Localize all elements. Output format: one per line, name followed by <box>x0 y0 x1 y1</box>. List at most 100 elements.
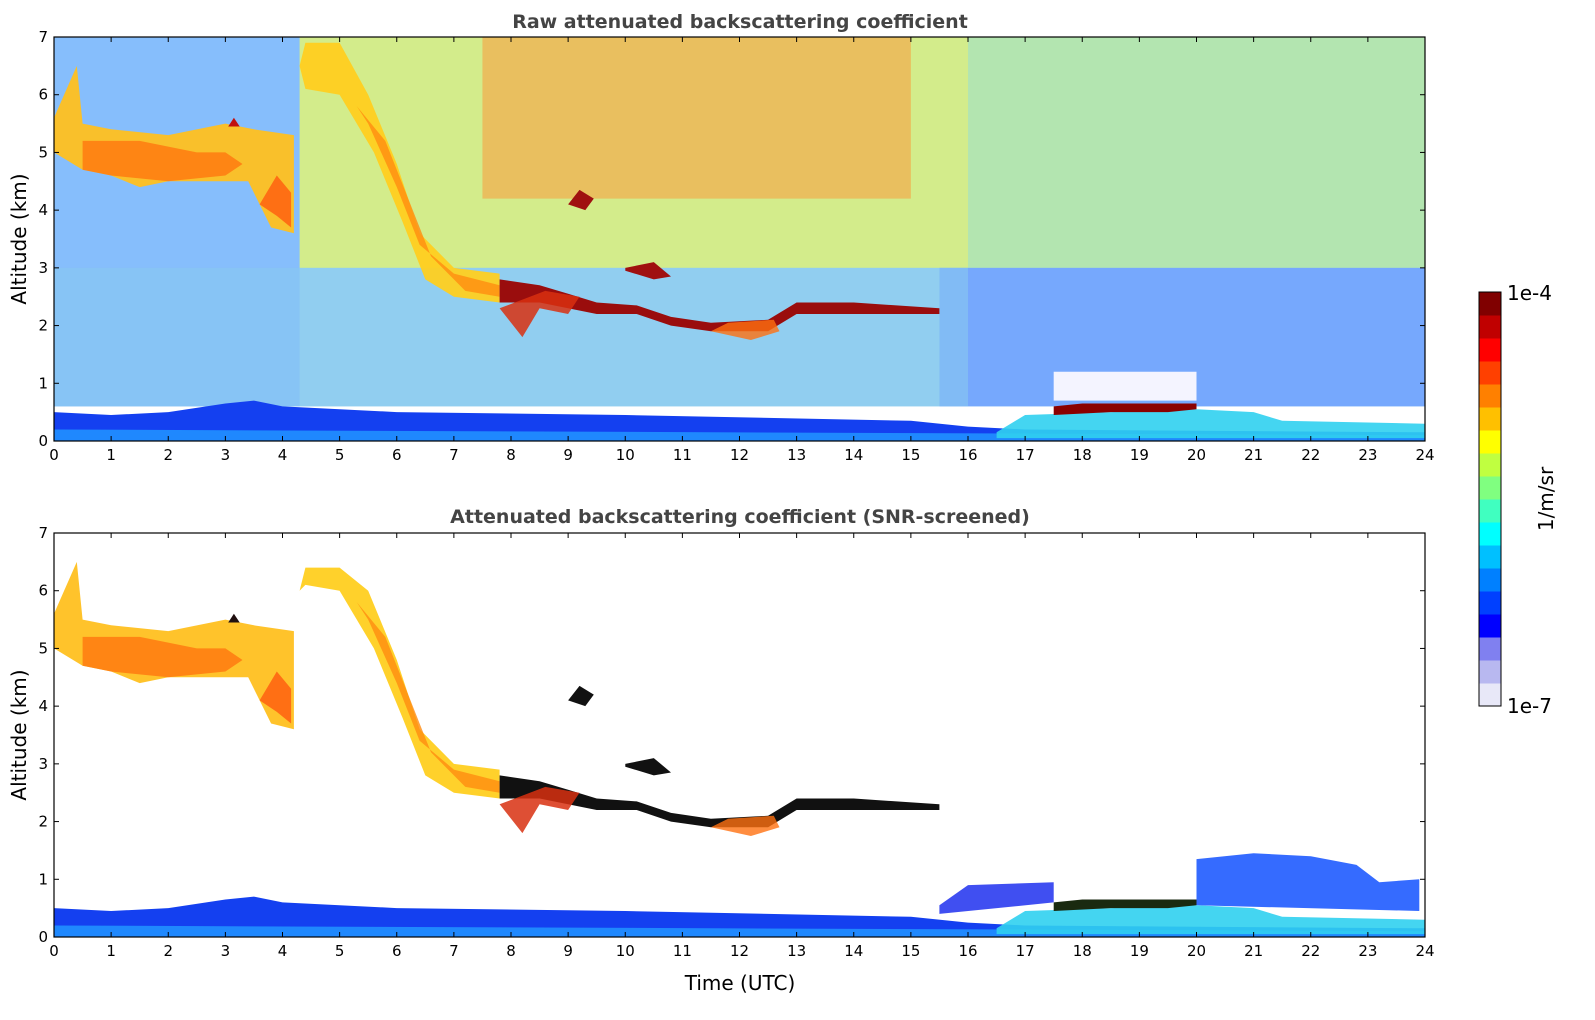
x-tick-label: 6 <box>392 942 402 960</box>
x-tick-label: 2 <box>163 446 173 464</box>
x-tick-label: 5 <box>335 942 345 960</box>
colorbar-segment <box>1479 568 1501 592</box>
colorbar-segment <box>1479 361 1501 385</box>
cloud-fragment-high <box>568 189 594 211</box>
screened-gap <box>1053 371 1197 401</box>
x-tick-label: 1 <box>106 446 116 464</box>
x-tick-label: 23 <box>1358 446 1377 464</box>
x-tick-label: 19 <box>1130 942 1149 960</box>
y-tick-label: 7 <box>38 28 48 46</box>
cloud-fragment-high <box>568 685 594 707</box>
x-tick-label: 23 <box>1358 942 1377 960</box>
x-tick-label: 14 <box>844 942 863 960</box>
y-tick-label: 1 <box>38 374 48 392</box>
cloud-fragment <box>625 262 671 280</box>
x-tick-label: 20 <box>1187 446 1206 464</box>
y-tick-label: 2 <box>38 813 48 831</box>
low-cloud <box>1053 403 1197 415</box>
y-tick-label: 6 <box>38 582 48 600</box>
y-tick-label: 0 <box>38 432 48 450</box>
colorbar-segment <box>1479 453 1501 477</box>
colorbar: 1e-4 1e-7 1/m/sr <box>1478 281 1558 718</box>
colorbar-segment <box>1479 660 1501 684</box>
y-tick-label: 5 <box>38 143 48 161</box>
mid-level-cloud-edge <box>710 815 780 836</box>
colorbar-segment <box>1479 384 1501 408</box>
top-y-ticks: 0 1 2 3 4 5 6 7 <box>38 28 1425 450</box>
x-tick-label: 5 <box>335 446 345 464</box>
evening-haze <box>939 882 1054 914</box>
colorbar-segment <box>1479 545 1501 569</box>
bottom-heatmap-layers <box>54 561 1425 937</box>
x-tick-label: 24 <box>1415 446 1434 464</box>
x-tick-label: 7 <box>449 446 459 464</box>
colorbar-segment <box>1479 315 1501 339</box>
x-tick-label: 22 <box>1301 942 1320 960</box>
x-tick-label: 13 <box>787 446 806 464</box>
x-tick-label: 12 <box>730 942 749 960</box>
colorbar-segment <box>1479 407 1501 431</box>
x-tick-label: 0 <box>49 446 59 464</box>
x-tick-label: 15 <box>901 942 920 960</box>
x-tick-label: 9 <box>563 446 573 464</box>
x-tick-label: 9 <box>563 942 573 960</box>
colorbar-min-label: 1e-7 <box>1507 694 1552 718</box>
colorbar-segment <box>1479 499 1501 523</box>
x-tick-label: 13 <box>787 942 806 960</box>
x-tick-label: 18 <box>1073 942 1092 960</box>
x-tick-label: 16 <box>958 942 977 960</box>
y-tick-label: 3 <box>38 755 48 773</box>
x-axis-label: Time (UTC) <box>684 971 796 995</box>
y-tick-label: 3 <box>38 259 48 277</box>
bottom-y-ticks: 0 1 2 3 4 5 6 7 <box>38 524 1425 946</box>
colorbar-segment <box>1479 683 1501 707</box>
noise-upper-evening <box>968 37 1425 268</box>
x-tick-label: 17 <box>1016 942 1035 960</box>
colorbar-unit-label: 1/m/sr <box>1534 466 1558 531</box>
x-tick-label: 2 <box>163 942 173 960</box>
colorbar-segment <box>1479 637 1501 661</box>
x-tick-label: 4 <box>278 446 288 464</box>
colorbar-segment <box>1479 476 1501 500</box>
x-tick-label: 16 <box>958 446 977 464</box>
colorbar-segments <box>1479 292 1501 707</box>
x-tick-label: 14 <box>844 446 863 464</box>
y-tick-label: 5 <box>38 639 48 657</box>
mid-level-cloud-virga <box>499 290 580 338</box>
bottom-y-axis-label: Altitude (km) <box>7 669 31 800</box>
x-tick-label: 20 <box>1187 942 1206 960</box>
x-tick-label: 4 <box>278 942 288 960</box>
colorbar-segment <box>1479 522 1501 546</box>
x-tick-label: 3 <box>221 942 231 960</box>
colorbar-max-label: 1e-4 <box>1507 281 1552 305</box>
colorbar-segment <box>1479 614 1501 638</box>
cirrus-fragment <box>228 613 240 623</box>
top-y-axis-label: Altitude (km) <box>7 173 31 304</box>
x-tick-label: 17 <box>1016 446 1035 464</box>
cloud-fragment <box>625 758 671 776</box>
top-heatmap-panel: 0 1 2 3 4 5 6 7 8 9 10 11 12 13 14 15 16 17 18 19 20 21 22 23 24… <box>38 28 1434 464</box>
x-tick-label: 15 <box>901 446 920 464</box>
descending-cloud <box>299 42 500 303</box>
top-x-ticks: 0 1 2 3 4 5 6 7 8 9 10 11 12 13 14 15 16 17 18 19 20 21 22 23 24 <box>49 37 1435 464</box>
cirrus-core-lower <box>259 175 292 228</box>
x-tick-label: 8 <box>506 942 516 960</box>
mid-level-cloud-edge <box>710 319 780 340</box>
bottom-chart-title: Attenuated backscattering coefficient (S… <box>450 506 1030 528</box>
bottom-heatmap-panel: 0 1 2 3 4 5 6 7 8 9 10 11 12 13 14 15 16 17 18 19 20 21 22 23 24… <box>38 524 1434 960</box>
cirrus-fragment <box>228 117 240 127</box>
evening-aerosol <box>1196 853 1420 911</box>
x-tick-label: 7 <box>449 942 459 960</box>
x-tick-label: 10 <box>616 446 635 464</box>
bottom-x-ticks: 0 1 2 3 4 5 6 7 8 9 10 11 12 13 14 15 16 17 18 19 20 21 22 23 24 <box>49 533 1435 960</box>
x-tick-label: 24 <box>1415 942 1434 960</box>
y-tick-label: 4 <box>38 201 48 219</box>
y-tick-label: 2 <box>38 317 48 335</box>
x-tick-label: 10 <box>616 942 635 960</box>
mid-level-cloud <box>499 775 940 828</box>
noise-upper-warm <box>482 37 911 199</box>
x-tick-label: 8 <box>506 446 516 464</box>
cirrus-core-lower <box>259 671 292 724</box>
x-tick-label: 21 <box>1244 942 1263 960</box>
x-tick-label: 18 <box>1073 446 1092 464</box>
